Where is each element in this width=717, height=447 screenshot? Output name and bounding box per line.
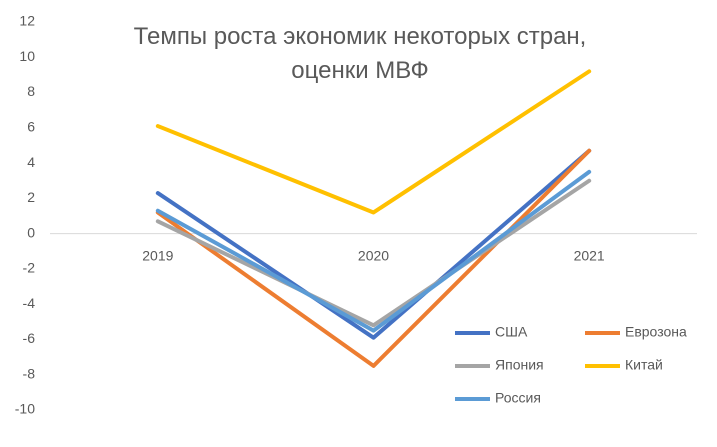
x-tick-label: 2021 (574, 247, 605, 263)
legend-label: Россия (495, 390, 541, 406)
y-tick-label: 2 (27, 189, 35, 205)
y-tick-label: -2 (23, 260, 36, 276)
legend-label: США (495, 324, 528, 340)
y-tick-label: -10 (15, 401, 35, 417)
series-line (155, 69, 592, 215)
legend-label: Япония (495, 357, 544, 373)
y-tick-label: -4 (23, 295, 36, 311)
series-line (155, 169, 592, 333)
x-tick-label: 2020 (358, 247, 389, 263)
y-tick-label: 10 (19, 48, 35, 64)
y-tick-label: 6 (27, 119, 35, 135)
series-line (155, 148, 592, 340)
x-tick-label: 2019 (142, 247, 173, 263)
y-tick-label: 8 (27, 83, 35, 99)
series-line (155, 178, 592, 328)
legend-label: Еврозона (625, 324, 687, 340)
legend-label: Китай (625, 357, 663, 373)
y-tick-label: 12 (19, 13, 35, 29)
y-tick-label: 0 (27, 224, 35, 240)
y-tick-label: -8 (23, 365, 36, 381)
chart-title: Темпы роста экономик некоторых стран, оц… (133, 23, 587, 84)
y-tick-label: -6 (23, 330, 36, 346)
y-tick-label: 4 (27, 154, 35, 170)
